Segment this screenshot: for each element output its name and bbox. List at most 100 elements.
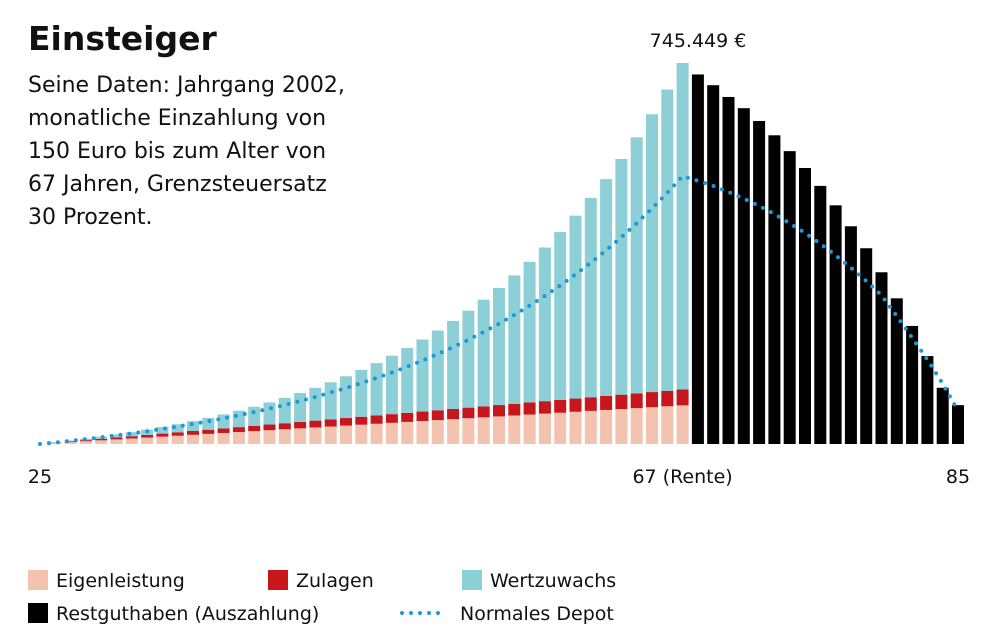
bar <box>401 422 413 444</box>
bar <box>248 407 260 426</box>
bar <box>554 413 566 444</box>
bar <box>784 151 796 444</box>
bar <box>921 356 933 444</box>
bar <box>218 428 230 433</box>
bar <box>264 430 276 444</box>
bar <box>294 393 306 422</box>
bar <box>309 421 321 428</box>
bar <box>264 425 276 431</box>
bar <box>417 412 429 421</box>
subtitle-line: 67 Jahren, Grenzsteuersatz <box>28 172 327 197</box>
bar <box>830 205 842 444</box>
bar <box>462 418 474 444</box>
bar <box>478 417 490 444</box>
bar <box>615 395 627 409</box>
legend-swatch <box>268 570 288 590</box>
bar <box>600 179 612 396</box>
x-tick-label: 85 <box>946 466 970 488</box>
bar <box>692 74 704 444</box>
legend-swatch <box>28 603 48 623</box>
bar <box>478 300 490 407</box>
bar <box>218 433 230 444</box>
bar <box>248 431 260 444</box>
bar <box>294 428 306 444</box>
subtitle-line: monatliche Einzahlung von <box>28 106 326 131</box>
bar <box>80 441 92 444</box>
legend-swatch <box>28 570 48 590</box>
bar <box>646 114 658 392</box>
bar <box>493 288 505 405</box>
bar <box>95 440 107 444</box>
bar <box>156 434 168 437</box>
bar <box>248 426 260 431</box>
bar <box>631 137 643 393</box>
bar <box>845 226 857 444</box>
bar <box>202 430 214 434</box>
bar <box>677 405 689 444</box>
legend-label: Eigenleistung <box>56 570 185 592</box>
bar <box>570 399 582 412</box>
bar <box>417 340 429 412</box>
bar <box>371 363 383 415</box>
bar <box>524 415 536 444</box>
bar <box>631 393 643 408</box>
bar <box>401 413 413 422</box>
bar <box>585 411 597 444</box>
legend-swatch <box>462 570 482 590</box>
legend-label: Wertzuwachs <box>490 570 616 592</box>
bar <box>156 437 168 444</box>
bar <box>646 392 658 407</box>
chart-title: Einsteiger <box>28 19 217 58</box>
bar <box>585 397 597 411</box>
bar <box>447 419 459 444</box>
bar <box>432 331 444 411</box>
bar <box>508 415 520 444</box>
bar <box>554 400 566 413</box>
bar <box>126 436 138 438</box>
bar <box>355 370 367 417</box>
bar <box>661 406 673 444</box>
x-tick-label: 67 (Rente) <box>632 466 732 488</box>
bar <box>371 415 383 423</box>
bar <box>187 435 199 444</box>
bar <box>386 423 398 444</box>
bar <box>325 382 337 419</box>
bar <box>646 407 658 444</box>
bar <box>462 311 474 408</box>
bar <box>172 436 184 444</box>
bar <box>615 159 627 395</box>
bar <box>233 427 245 432</box>
bar <box>462 408 474 419</box>
bar <box>952 405 964 444</box>
bar <box>600 396 612 410</box>
bar <box>355 417 367 425</box>
bar <box>585 198 597 397</box>
bar <box>860 248 872 444</box>
bar <box>554 232 566 400</box>
bar <box>417 421 429 444</box>
bar <box>493 416 505 444</box>
bar <box>386 356 398 414</box>
bar <box>937 388 949 444</box>
bar <box>723 97 735 444</box>
bar <box>279 423 291 429</box>
bar <box>340 418 352 426</box>
bar <box>187 421 199 431</box>
bar <box>539 414 551 444</box>
bar <box>187 431 199 435</box>
bar <box>768 135 780 444</box>
bar <box>401 348 413 413</box>
bar <box>677 389 689 405</box>
bar <box>325 419 337 426</box>
bar <box>707 85 719 444</box>
bar <box>432 420 444 444</box>
bar <box>478 406 490 417</box>
bar <box>202 434 214 444</box>
bar <box>524 262 536 403</box>
annotation: 745.449 € <box>650 30 747 52</box>
bar <box>141 438 153 444</box>
bar <box>570 216 582 399</box>
bar <box>814 186 826 444</box>
bar <box>386 414 398 423</box>
